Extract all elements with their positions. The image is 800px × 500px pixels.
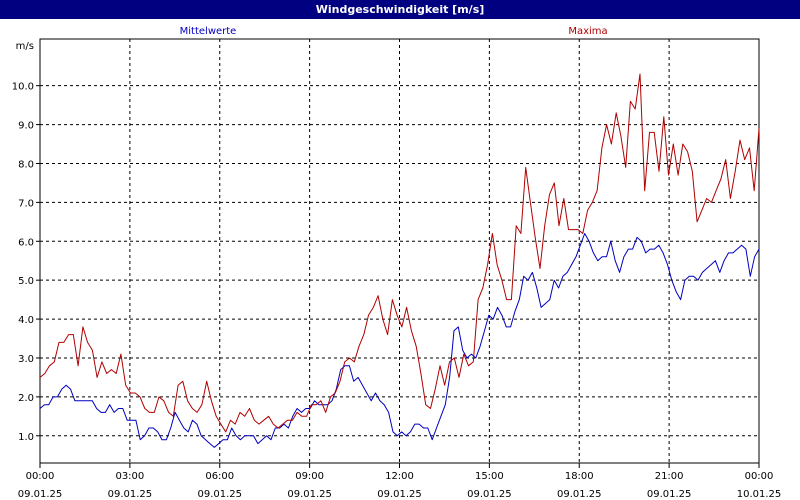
x-tick-date: 10.01.25 <box>737 489 782 500</box>
y-tick-label: 2.0 <box>18 393 34 404</box>
x-tick-time: 12:00 <box>385 471 414 482</box>
x-tick-time: 18:00 <box>565 471 594 482</box>
x-tick-date: 09.01.25 <box>18 489 63 500</box>
x-tick-time: 09:00 <box>295 471 324 482</box>
y-tick-label: 9.0 <box>18 121 34 132</box>
legend-mittelwerte: Mittelwerte <box>180 26 237 37</box>
grid-lines <box>40 39 759 463</box>
y-tick-label: 3.0 <box>18 354 34 365</box>
x-tick-date: 09.01.25 <box>108 489 153 500</box>
x-tick-date: 09.01.25 <box>647 489 692 500</box>
chart-title: Windgeschwindigkeit [m/s] <box>0 0 800 19</box>
x-tick-date: 09.01.25 <box>197 489 242 500</box>
y-tick-label: 6.0 <box>18 237 34 248</box>
x-tick-date: 09.01.25 <box>287 489 332 500</box>
series-line-maxima <box>39 73 760 433</box>
x-tick-time: 21:00 <box>655 471 684 482</box>
y-axis: 1.0 2.0 3.0 4.0 5.0 6.0 7.0 8.0 9.0 10.0 <box>12 82 40 443</box>
series-line-mittelwerte <box>39 233 760 448</box>
y-tick-label: 1.0 <box>18 432 34 443</box>
y-tick-label: 8.0 <box>18 159 34 170</box>
y-axis-label: m/s <box>16 41 34 52</box>
y-tick-label: 4.0 <box>18 315 34 326</box>
y-tick-label: 10.0 <box>12 82 34 93</box>
x-tick-date: 09.01.25 <box>377 489 422 500</box>
chart-canvas: 1.0 2.0 3.0 4.0 5.0 6.0 7.0 8.0 9.0 10.0 00:00 09.… <box>12 26 782 500</box>
x-axis: 00:00 09.01.25 03:00 09.01.25 06:00 09.01.25 0… <box>18 463 782 500</box>
x-tick-date: 09.01.25 <box>467 489 512 500</box>
series-lines <box>39 73 760 448</box>
x-tick-time: 00:00 <box>26 471 55 482</box>
x-tick-time: 15:00 <box>475 471 504 482</box>
x-tick-date: 09.01.25 <box>557 489 602 500</box>
y-tick-label: 5.0 <box>18 276 34 287</box>
x-tick-time: 03:00 <box>115 471 144 482</box>
y-tick-label: 7.0 <box>18 198 34 209</box>
x-tick-time: 00:00 <box>745 471 774 482</box>
legend-maxima: Maxima <box>568 26 607 37</box>
x-tick-time: 06:00 <box>205 471 234 482</box>
